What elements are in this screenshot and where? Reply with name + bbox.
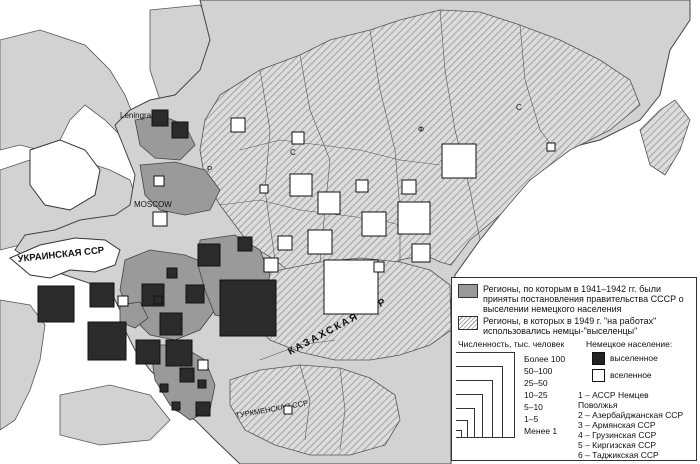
expelled-population-squares [37, 109, 277, 417]
kamchatka-region [639, 99, 691, 176]
leningrad-label: Leningrad [120, 111, 156, 120]
region-letter-s-east: С [516, 103, 522, 112]
moscow-label: MOSCOW [134, 200, 172, 209]
expelled-square [166, 267, 178, 279]
size-label-1: Более 100 [524, 354, 566, 364]
resettled-square [291, 131, 305, 145]
size-scale [456, 352, 520, 438]
resettled-square [277, 235, 293, 251]
labour-regions-text: Регионы, в которых в 1949 г. "на работах… [483, 316, 657, 336]
resettled-square [152, 211, 168, 227]
size-label-5: 5–10 [524, 402, 543, 412]
german-population-heading: Немецкое население: [586, 339, 673, 349]
size-label-6: 1–5 [524, 414, 539, 424]
region-letter-s-west: С [290, 148, 296, 157]
deportation-regions-text: Регионы, по которым в 1941–1942 гг. были… [483, 284, 684, 314]
resettled-square [117, 295, 129, 307]
region-letter-f: Ф [418, 125, 424, 134]
scandinavia-landmass [0, 29, 136, 151]
moscow-deportation-region [139, 161, 221, 216]
central-asia-labour-region [229, 364, 401, 456]
resettled-population-squares [117, 117, 556, 415]
republic-3: 3 – Армянская ССР [578, 420, 656, 430]
siberia-labour-region [199, 9, 641, 301]
size-label-4: 10–25 [524, 390, 548, 400]
crimea-deportation-region [119, 301, 149, 329]
expelled-square [185, 284, 205, 304]
population-heading: Численность, тыс. человек [458, 339, 565, 349]
expelled-square [179, 367, 195, 383]
expelled-square [195, 401, 211, 417]
resettled-swatch [592, 369, 605, 382]
expelled-square [151, 109, 169, 127]
expelled-label: выселенное [610, 353, 658, 363]
expelled-square [37, 285, 75, 323]
republic-2: 2 – Азербайджанская ССР [578, 410, 684, 420]
baltic-outline [29, 139, 101, 211]
resettled-square [361, 211, 387, 237]
size-label-7: Менее 1 [524, 426, 558, 436]
republic-6: 6 – Таджикская ССР [578, 450, 659, 460]
region-letter-r: Р [207, 165, 212, 174]
size-label-2: 50–100 [524, 366, 553, 376]
expelled-square [197, 243, 221, 267]
resettled-square [259, 184, 269, 194]
expelled-square [153, 295, 163, 305]
resettled-square [401, 179, 417, 195]
size-label-3: 25–50 [524, 378, 548, 388]
republic-5: 5 – Киргизская ССР [578, 440, 657, 450]
resettled-square [283, 405, 293, 415]
resettled-square [397, 201, 431, 235]
labour-region-swatch [458, 316, 478, 330]
legend-labour-regions: Регионы, в которых в 1949 г. "на работах… [458, 316, 692, 336]
resettled-square [263, 257, 279, 273]
resettled-square [153, 175, 165, 187]
resettled-square [373, 261, 385, 273]
expelled-swatch [592, 352, 605, 365]
resettled-square [323, 259, 379, 315]
map-legend: Регионы, по которым в 1941–1942 гг. были… [451, 277, 697, 461]
deportation-region-swatch [458, 284, 478, 298]
legend-deportation-regions: Регионы, по которым в 1941–1942 гг. были… [458, 284, 692, 314]
expelled-square [159, 312, 183, 336]
resettled-square [307, 229, 333, 255]
expelled-square [237, 236, 253, 252]
resettled-square [411, 243, 431, 263]
resettled-square [317, 191, 341, 215]
expelled-square [171, 401, 181, 411]
resettled-square [546, 142, 556, 152]
resettled-label: вселенное [610, 370, 652, 380]
republic-4: 4 – Грузинская ССР [578, 430, 657, 440]
ukrainian-ssr-outline [9, 237, 121, 279]
expelled-square [89, 282, 115, 308]
expelled-square [197, 379, 207, 389]
expelled-square [171, 121, 189, 139]
resettled-square [355, 179, 369, 193]
turkey-landmass [59, 384, 171, 446]
expelled-square [159, 383, 169, 393]
resettled-square [441, 143, 477, 179]
balkans-landmass [0, 299, 46, 431]
resettled-square [197, 359, 209, 371]
expelled-square [135, 339, 161, 365]
expelled-square [219, 279, 277, 337]
expelled-square [165, 339, 193, 367]
republic-1: 1 – АССР Немцев Поволжья [578, 390, 649, 410]
resettled-square [230, 117, 246, 133]
expelled-square [87, 321, 127, 361]
resettled-square [289, 173, 313, 197]
